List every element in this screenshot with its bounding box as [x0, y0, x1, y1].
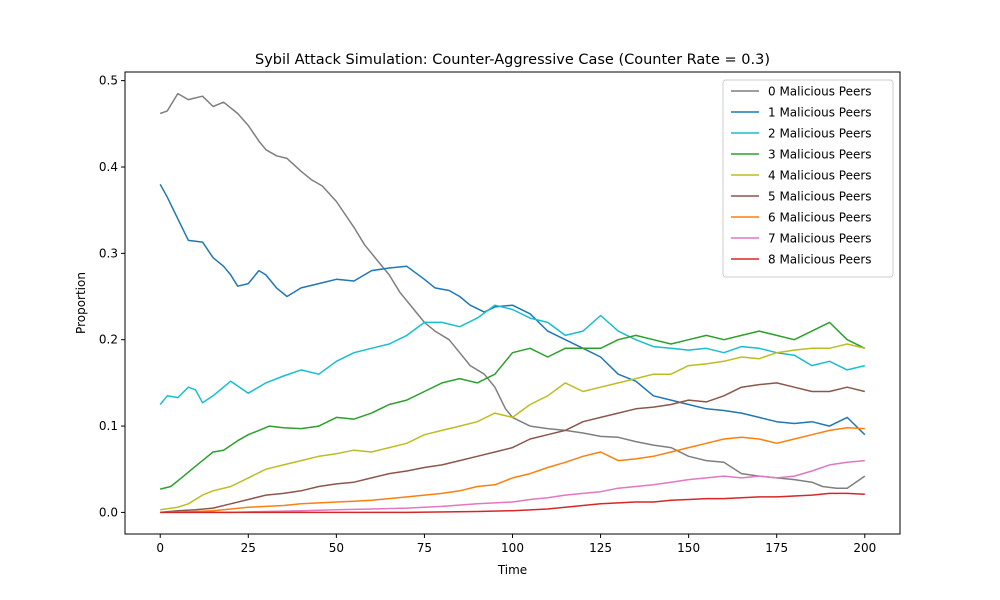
plot-lines [159, 92, 866, 514]
series-line-1 [159, 183, 866, 436]
series-line-8 [160, 492, 865, 514]
y-tick-label: 0.0 [99, 505, 118, 519]
y-axis-label: Proportion [74, 272, 88, 334]
series-line-2 [159, 304, 865, 405]
legend-label: 5 Malicious Peers [768, 190, 872, 204]
legend-label: 6 Malicious Peers [768, 211, 872, 225]
series-line-6 [160, 427, 865, 514]
y-tick-label: 0.4 [99, 160, 118, 174]
y-tick-label: 0.5 [99, 74, 118, 88]
x-tick-label: 150 [677, 541, 700, 555]
y-axis: 0.0 0.1 0.2 0.3 0.4 0.5 [99, 74, 125, 519]
legend-label: 7 Malicious Peers [768, 232, 872, 246]
series-line-4 [160, 343, 865, 511]
x-tick-label: 25 [241, 541, 256, 555]
x-axis-label: Time [497, 563, 527, 577]
x-tick-label: 0 [156, 541, 164, 555]
legend-label: 4 Malicious Peers [768, 169, 872, 183]
y-tick-label: 0.2 [99, 333, 118, 347]
x-tick-label: 50 [329, 541, 344, 555]
legend-label: 3 Malicious Peers [768, 148, 872, 162]
y-tick-label: 0.3 [99, 246, 118, 260]
legend-label: 8 Malicious Peers [768, 253, 872, 267]
series-line-3 [160, 321, 866, 490]
series-line-7 [160, 459, 865, 514]
legend-label: 2 Malicious Peers [768, 127, 872, 141]
x-tick-label: 175 [765, 541, 788, 555]
legend: 0 Malicious Peers 1 Malicious Peers 2 Mali… [722, 79, 894, 278]
chart-title: Sybil Attack Simulation: Counter-Aggress… [255, 52, 770, 68]
x-tick-label: 75 [417, 541, 432, 555]
legend-box [722, 79, 894, 278]
series-line-5 [160, 382, 865, 514]
legend-label: 1 Malicious Peers [768, 106, 872, 120]
x-axis: 0 25 50 75 100 125 150 175 200 [156, 534, 876, 555]
legend-label: 0 Malicious Peers [768, 85, 872, 99]
y-tick-label: 0.1 [99, 419, 118, 433]
x-tick-label: 100 [501, 541, 524, 555]
series-line-0 [159, 92, 866, 489]
x-tick-label: 125 [589, 541, 612, 555]
x-tick-label: 200 [853, 541, 876, 555]
